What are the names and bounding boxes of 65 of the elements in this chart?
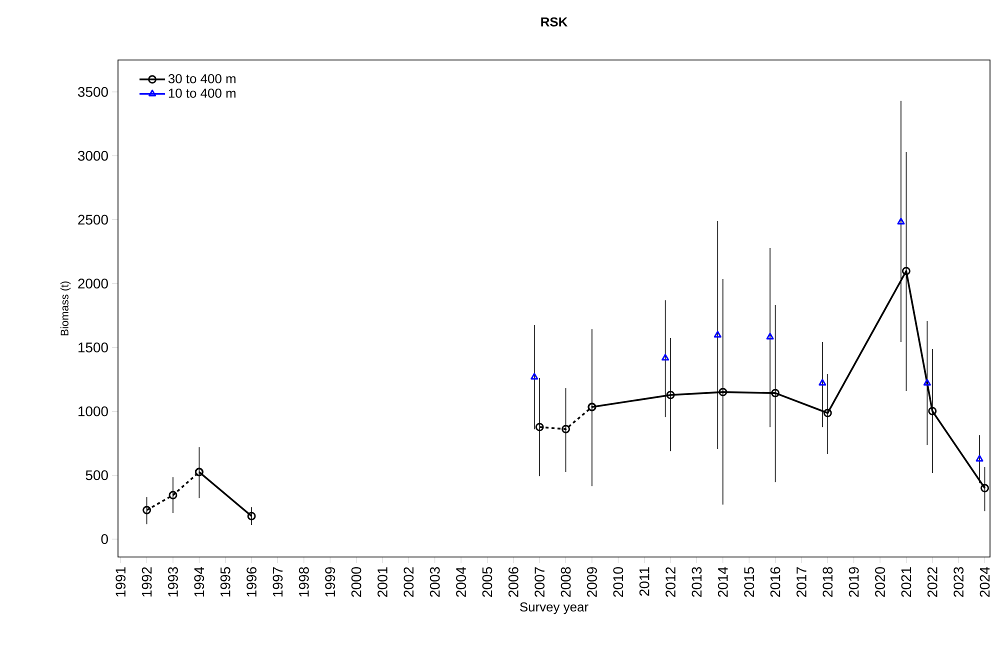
x-tick-label: 2007 [534,567,545,597]
x-tick-label: 1998 [298,567,309,596]
y-tick-label: 3500 [78,86,108,97]
x-tick-label: 2022 [927,567,938,597]
x-tick-label: 2012 [666,567,676,597]
point [666,390,675,400]
y-axis-title: Biomass (t) [60,281,71,336]
y-tick-label: 1500 [78,342,108,352]
point [535,422,544,432]
point [923,378,931,386]
x-tick-label: 2001 [378,567,388,597]
point [928,406,937,416]
point [902,266,910,276]
point [530,372,538,380]
x-tick-label: 1994 [194,566,204,596]
y-tick-label: 500 [86,470,108,480]
legend-label: 30 to 400 m [168,74,236,84]
point [662,354,670,361]
y-tick-label: 3000 [78,150,108,161]
x-tick-label: 2015 [744,567,754,597]
y-tick-label: 2000 [78,278,108,289]
x-tick-label: 2010 [613,567,624,597]
point [562,424,570,434]
point [714,330,722,338]
point [897,218,905,224]
x-tick-label: 2019 [848,567,859,597]
point [168,490,178,500]
x-tick-label: 2020 [875,567,885,597]
x-tick-label: 2017 [796,567,806,597]
point [976,454,984,462]
x-tick-label: 2013 [692,567,702,597]
chart-title: RSK [541,17,568,26]
x-tick-label: 2018 [822,567,833,597]
x-tick-label: 2008 [560,567,571,597]
x-tick-label: 1991 [116,567,126,596]
legend-label: 10 to 400 m [168,88,236,98]
x-axis-title: Survey year [520,602,588,614]
x-tick-label: 2024 [980,566,990,597]
y-tick-label: 1000 [78,406,108,416]
x-tick-label: 2023 [954,567,964,597]
point [771,388,780,398]
point [818,378,826,386]
x-tick-label: 1999 [325,567,336,596]
x-tick-label: 2000 [351,567,362,597]
point [766,332,774,340]
x-tick-label: 1992 [142,567,152,596]
x-tick-label: 1996 [246,567,256,596]
point [823,408,832,418]
x-tick-label: 2011 [639,567,650,596]
x-tick-label: 2009 [587,567,597,597]
x-tick-label: 2005 [482,567,492,597]
y-tick-label: 2500 [78,214,108,225]
x-tick-label: 1993 [168,567,178,596]
point [718,388,728,396]
x-tick-label: 2021 [901,567,912,597]
x-tick-label: 2002 [404,567,414,597]
x-tick-label: 2006 [508,567,518,597]
x-tick-label: 2003 [430,567,440,597]
x-tick-label: 1995 [220,567,230,596]
x-tick-label: 2016 [770,567,780,597]
x-tick-label: 2014 [718,566,728,597]
x-tick-label: 2004 [456,566,466,597]
x-tick-label: 1997 [272,567,283,596]
point [142,506,152,514]
y-tick-label: 0 [101,534,108,544]
